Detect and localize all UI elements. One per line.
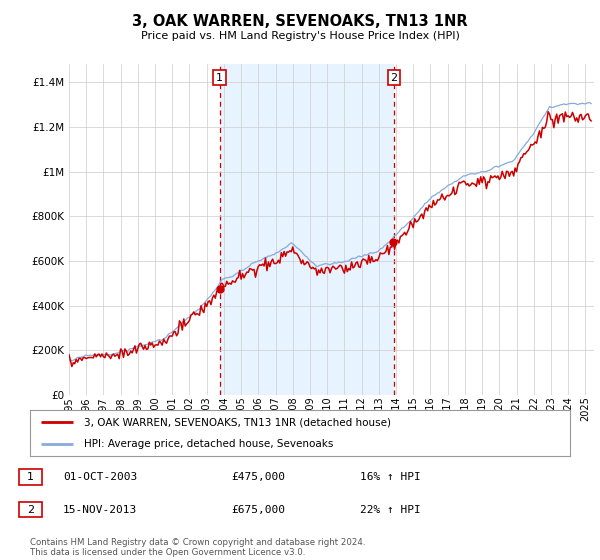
Text: 22% ↑ HPI: 22% ↑ HPI [360,505,421,515]
Text: Contains HM Land Registry data © Crown copyright and database right 2024.
This d: Contains HM Land Registry data © Crown c… [30,538,365,557]
Text: 2: 2 [391,73,397,83]
Text: 1: 1 [27,472,34,482]
Text: 16% ↑ HPI: 16% ↑ HPI [360,472,421,482]
Text: 01-OCT-2003: 01-OCT-2003 [63,472,137,482]
Text: 3, OAK WARREN, SEVENOAKS, TN13 1NR: 3, OAK WARREN, SEVENOAKS, TN13 1NR [132,14,468,29]
Text: £675,000: £675,000 [231,505,285,515]
Text: £475,000: £475,000 [231,472,285,482]
Text: 3, OAK WARREN, SEVENOAKS, TN13 1NR (detached house): 3, OAK WARREN, SEVENOAKS, TN13 1NR (deta… [84,417,391,427]
Text: 2: 2 [27,505,34,515]
Text: 15-NOV-2013: 15-NOV-2013 [63,505,137,515]
Text: HPI: Average price, detached house, Sevenoaks: HPI: Average price, detached house, Seve… [84,439,334,449]
Text: 1: 1 [216,73,223,83]
Text: Price paid vs. HM Land Registry's House Price Index (HPI): Price paid vs. HM Land Registry's House … [140,31,460,41]
Bar [220,64,394,395]
